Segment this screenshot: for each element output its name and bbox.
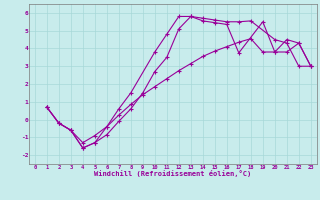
X-axis label: Windchill (Refroidissement éolien,°C): Windchill (Refroidissement éolien,°C) (94, 170, 252, 177)
